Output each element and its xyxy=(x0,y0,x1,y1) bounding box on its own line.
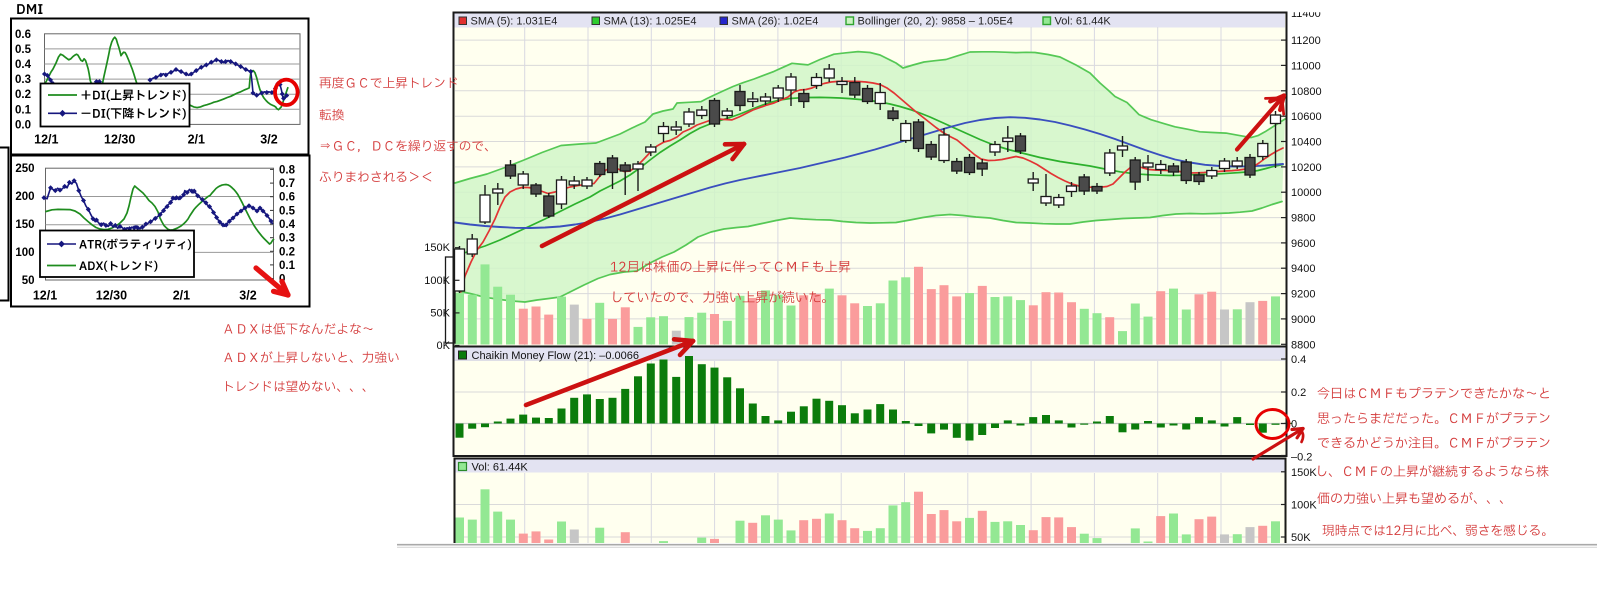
svg-text:SMA (26): 1.02E4: SMA (26): 1.02E4 xyxy=(732,16,819,28)
svg-text:50K: 50K xyxy=(1291,532,1311,544)
svg-text:0.6: 0.6 xyxy=(279,192,295,204)
svg-text:0.2: 0.2 xyxy=(1291,387,1306,399)
svg-text:50: 50 xyxy=(22,275,35,287)
svg-text:0.1: 0.1 xyxy=(279,260,296,272)
svg-text:10400: 10400 xyxy=(1291,137,1322,149)
svg-text:100: 100 xyxy=(15,247,34,259)
svg-text:0.2: 0.2 xyxy=(279,246,295,258)
svg-text:0.5: 0.5 xyxy=(15,44,32,56)
svg-text:Chaikin Money Flow (21): –0.00: Chaikin Money Flow (21): –0.0066 xyxy=(472,350,640,362)
svg-text:0.4: 0.4 xyxy=(15,59,32,71)
svg-text:9200: 9200 xyxy=(1291,289,1315,301)
svg-text:SMA (13): 1.025E4: SMA (13): 1.025E4 xyxy=(604,16,697,28)
svg-text:0.6: 0.6 xyxy=(15,29,31,41)
svg-text:8800: 8800 xyxy=(1291,339,1315,351)
svg-text:0.1: 0.1 xyxy=(15,104,32,116)
svg-text:50K: 50K xyxy=(430,307,450,319)
svg-text:100K: 100K xyxy=(424,275,450,287)
svg-text:150K: 150K xyxy=(1291,467,1317,479)
svg-text:Vol: 61.44K: Vol: 61.44K xyxy=(472,462,529,474)
svg-text:0.7: 0.7 xyxy=(279,178,295,190)
svg-text:0.2: 0.2 xyxy=(15,89,31,101)
svg-text:10000: 10000 xyxy=(1291,187,1322,199)
svg-text:0.4: 0.4 xyxy=(1291,354,1306,366)
svg-text:9800: 9800 xyxy=(1291,213,1315,225)
svg-text:9400: 9400 xyxy=(1291,263,1315,275)
svg-text:11000: 11000 xyxy=(1291,60,1321,72)
svg-text:0.5: 0.5 xyxy=(279,205,296,217)
svg-text:10800: 10800 xyxy=(1291,86,1322,98)
svg-text:150K: 150K xyxy=(424,242,450,254)
svg-text:3/2: 3/2 xyxy=(260,133,277,147)
svg-text:250: 250 xyxy=(15,163,34,175)
svg-text:2/1: 2/1 xyxy=(173,289,190,303)
svg-text:0.3: 0.3 xyxy=(15,74,31,86)
svg-text:12/30: 12/30 xyxy=(104,133,135,147)
svg-text:12/1: 12/1 xyxy=(34,133,58,147)
svg-text:0.0: 0.0 xyxy=(15,119,31,131)
svg-text:11200: 11200 xyxy=(1291,35,1321,47)
svg-text:0.8: 0.8 xyxy=(279,164,296,176)
svg-text:Bollinger (20, 2): 9858 – 1.05: Bollinger (20, 2): 9858 – 1.05E4 xyxy=(858,16,1013,28)
svg-text:10200: 10200 xyxy=(1291,162,1322,174)
svg-text:0K: 0K xyxy=(437,340,451,352)
svg-text:100K: 100K xyxy=(1291,500,1317,512)
svg-text:–0.2: –0.2 xyxy=(1291,452,1312,464)
svg-text:9600: 9600 xyxy=(1291,238,1315,250)
svg-text:SMA (5): 1.031E4: SMA (5): 1.031E4 xyxy=(471,16,558,28)
svg-text:12/1: 12/1 xyxy=(33,289,57,303)
svg-text:0.3: 0.3 xyxy=(279,233,295,245)
svg-text:2/1: 2/1 xyxy=(188,133,205,147)
svg-text:150: 150 xyxy=(15,219,34,231)
svg-text:Vol: 61.44K: Vol: 61.44K xyxy=(1055,16,1112,28)
svg-text:9000: 9000 xyxy=(1291,314,1315,326)
svg-text:200: 200 xyxy=(15,191,34,203)
svg-text:0.4: 0.4 xyxy=(279,219,296,231)
svg-text:12/30: 12/30 xyxy=(96,289,127,303)
svg-text:10600: 10600 xyxy=(1291,111,1322,123)
svg-text:3/2: 3/2 xyxy=(239,289,256,303)
